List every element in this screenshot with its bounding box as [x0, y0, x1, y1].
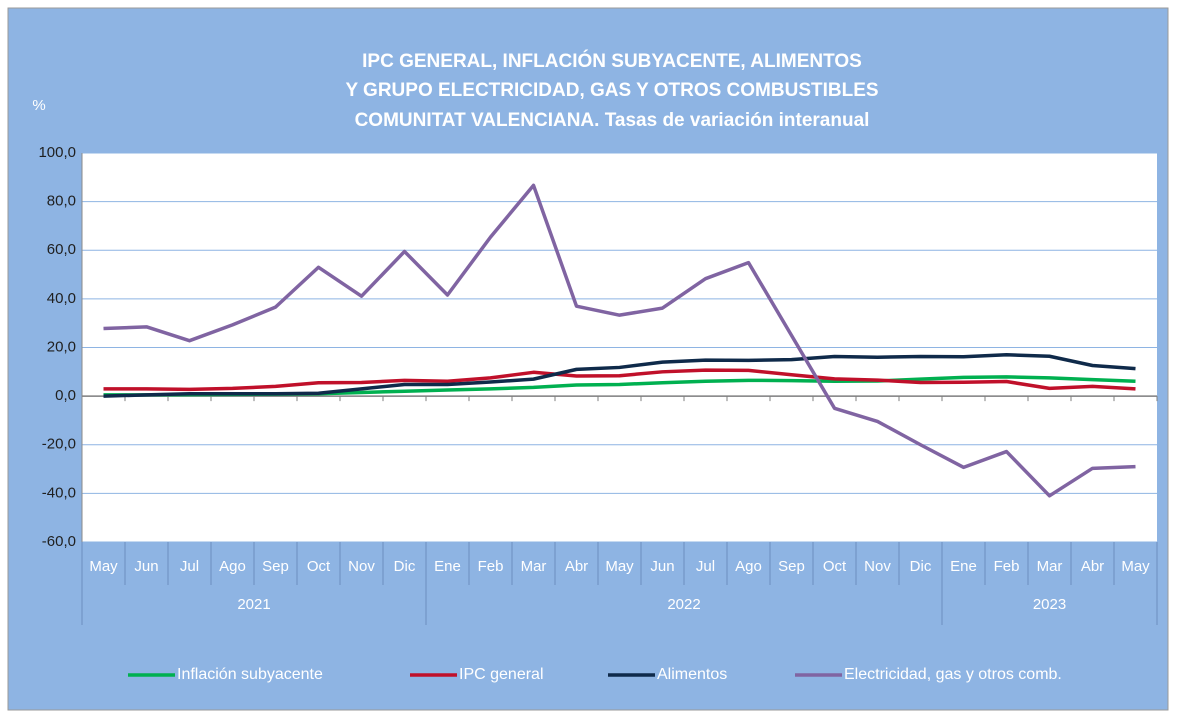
chart-title: Y GRUPO ELECTRICIDAD, GAS Y OTROS COMBUS…: [345, 80, 878, 101]
x-tick-label: Ago: [219, 558, 246, 575]
legend-label: IPC general: [459, 666, 544, 683]
x-tick-label: Abr: [1081, 558, 1104, 575]
x-tick-label: Jun: [650, 558, 674, 575]
y-tick-label: 40,0: [47, 290, 76, 307]
x-tick-label: Ene: [950, 558, 977, 575]
x-tick-label: Dic: [394, 558, 416, 575]
y-tick-label: 80,0: [47, 193, 76, 210]
legend-label: Alimentos: [657, 666, 727, 683]
x-tick-label: Ago: [735, 558, 762, 575]
x-tick-label: Feb: [994, 558, 1020, 575]
y-tick-label: 100,0: [38, 144, 76, 161]
x-tick-label: Mar: [1037, 558, 1063, 575]
x-tick-label: Oct: [823, 558, 847, 575]
x-tick-label: May: [1121, 558, 1150, 575]
series-line: [103, 183, 1136, 498]
x-tick-label: Jul: [696, 558, 715, 575]
series-line: [103, 368, 1136, 392]
y-tick-label: -60,0: [42, 533, 76, 550]
x-tick-label: Abr: [565, 558, 588, 575]
x-tick-label: May: [89, 558, 118, 575]
x-group-label: 2021: [237, 596, 270, 613]
chart-title: IPC GENERAL, INFLACIÓN SUBYACENTE, ALIME…: [362, 50, 862, 72]
x-tick-label: Mar: [521, 558, 547, 575]
x-tick-label: May: [605, 558, 634, 575]
x-tick-label: Nov: [348, 558, 375, 575]
x-group-label: 2023: [1033, 596, 1066, 613]
x-tick-label: Feb: [478, 558, 504, 575]
x-group-label: 2022: [667, 596, 700, 613]
x-tick-label: Nov: [864, 558, 891, 575]
x-tick-label: Jun: [134, 558, 158, 575]
y-tick-label: 0,0: [55, 387, 76, 404]
y-tick-label: -40,0: [42, 484, 76, 501]
y-axis-label: %: [32, 97, 45, 114]
x-tick-label: Oct: [307, 558, 331, 575]
x-tick-label: Jul: [180, 558, 199, 575]
x-tick-label: Sep: [778, 558, 805, 575]
y-tick-label: 20,0: [47, 338, 76, 355]
x-tick-label: Dic: [910, 558, 932, 575]
chart-title: COMUNITAT VALENCIANA. Tasas de variación…: [355, 110, 870, 131]
x-tick-label: Ene: [434, 558, 461, 575]
series-line: [103, 353, 1136, 398]
y-tick-label: -20,0: [42, 436, 76, 453]
legend-label: Electricidad, gas y otros comb.: [844, 666, 1062, 683]
x-tick-label: Sep: [262, 558, 289, 575]
y-tick-label: 60,0: [47, 241, 76, 258]
legend-label: Inflación subyacente: [177, 666, 323, 683]
